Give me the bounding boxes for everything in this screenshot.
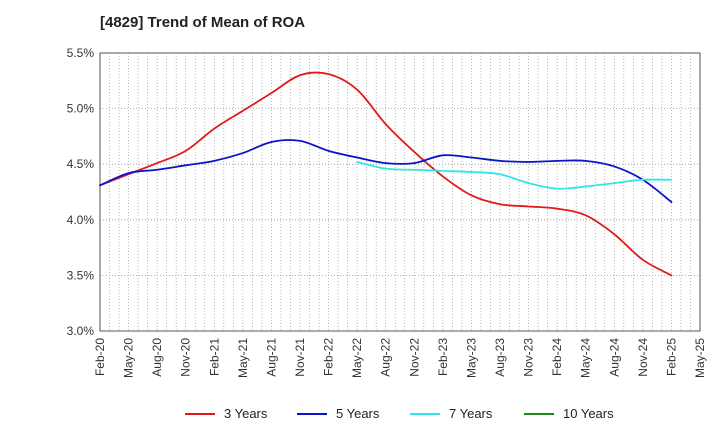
x-tick-label: May-23 xyxy=(464,338,478,378)
x-tick-label: May-24 xyxy=(579,338,593,378)
x-tick-label: Feb-22 xyxy=(322,338,336,376)
series-layer xyxy=(99,71,673,277)
grid-layer xyxy=(100,52,700,331)
x-tick-label: Feb-25 xyxy=(664,338,678,376)
x-tick-label: Aug-22 xyxy=(379,338,393,377)
x-tick-label: Nov-24 xyxy=(636,338,650,377)
y-tick-labels: 3.0% 3.5% 4.0% 4.5% 5.0% 5.5% xyxy=(67,46,95,338)
x-tick-label: May-21 xyxy=(236,338,250,378)
x-tick-label: Nov-20 xyxy=(179,338,193,377)
chart-title: [4829] Trend of Mean of ROA xyxy=(100,14,306,31)
legend-label-3-years: 3 Years xyxy=(224,406,268,421)
x-tick-label: Aug-20 xyxy=(150,338,164,377)
legend-swatch-10-years xyxy=(524,413,554,415)
y-tick-label: 5.5% xyxy=(67,46,95,60)
x-tick-label: Aug-21 xyxy=(264,338,278,377)
y-tick-label: 3.0% xyxy=(67,324,95,338)
x-tick-label: Feb-23 xyxy=(436,338,450,376)
series-line-7-years xyxy=(356,161,673,190)
axis-layer xyxy=(99,52,701,332)
legend-label-10-years: 10 Years xyxy=(563,406,614,421)
y-tick-label: 4.0% xyxy=(67,213,95,227)
x-tick-label: Aug-24 xyxy=(607,338,621,377)
y-tick-label: 3.5% xyxy=(67,268,95,282)
y-tick-label: 5.0% xyxy=(67,102,95,116)
x-tick-label: Feb-24 xyxy=(550,338,564,376)
plot-frame xyxy=(99,52,701,332)
x-tick-label: May-25 xyxy=(693,338,707,378)
x-tick-label: May-22 xyxy=(350,338,364,378)
x-tick-label: Nov-22 xyxy=(407,338,421,377)
legend-label-5-years: 5 Years xyxy=(336,406,380,421)
x-tick-label: May-20 xyxy=(122,338,136,378)
legend-swatch-3-years xyxy=(185,413,215,415)
y-tick-label: 4.5% xyxy=(67,157,95,171)
legend-swatch-5-years xyxy=(297,413,327,415)
series-line-5-years xyxy=(99,139,673,203)
x-tick-label: Aug-23 xyxy=(493,338,507,377)
x-tick-label: Feb-20 xyxy=(93,338,107,376)
x-tick-label: Feb-21 xyxy=(207,338,221,376)
legend: 3 Years 5 Years 7 Years 10 Years xyxy=(0,404,720,424)
x-tick-labels: Feb-20 May-20 Aug-20 Nov-20 Feb-21 May-21 Aug-… xyxy=(93,338,707,378)
x-tick-label: Nov-23 xyxy=(522,338,536,377)
legend-swatch-7-years xyxy=(410,413,440,415)
x-tick-label: Nov-21 xyxy=(293,338,307,377)
legend-label-7-years: 7 Years xyxy=(449,406,493,421)
series-line-3-years xyxy=(99,71,673,277)
